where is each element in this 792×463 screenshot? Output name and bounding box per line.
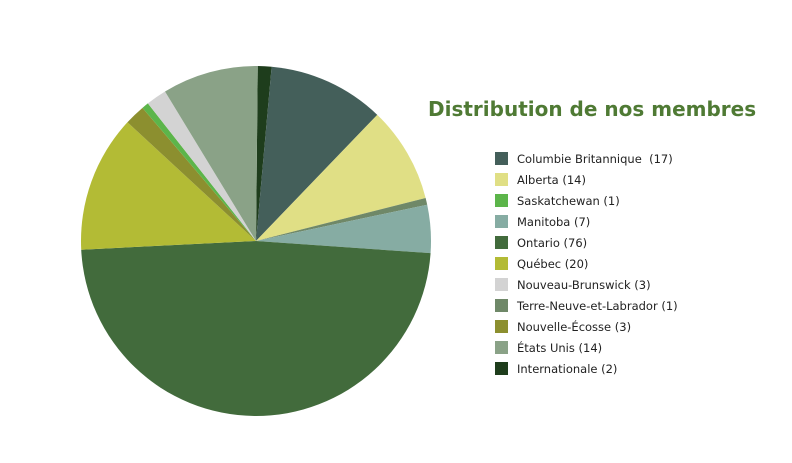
legend-item: Alberta (14) [495,169,678,190]
legend-swatch [495,194,508,207]
legend-item: Québec (20) [495,253,678,274]
pie-slice [142,103,256,241]
legend-label: États Unis (14) [517,340,603,355]
legend-item: Saskatchewan (1) [495,190,678,211]
legend-item: Manitoba (7) [495,211,678,232]
legend-item: Internationale (2) [495,358,678,379]
pie-slice [256,114,426,241]
legend-label: Terre-Neuve-et-Labrador (1) [517,298,678,313]
pie-slice [256,197,428,241]
legend-swatch [495,299,508,312]
chart-title: Distribution de nos membres [428,97,757,121]
legend-swatch [495,320,508,333]
legend-swatch [495,362,508,375]
legend-swatch [495,215,508,228]
legend-label: Québec (20) [517,256,589,271]
pie-slice [147,91,256,242]
legend-swatch [495,152,508,165]
legend-label: Nouvelle-Écosse (3) [517,319,632,334]
legend-item: Nouvelle-Écosse (3) [495,316,678,337]
legend-item: Terre-Neuve-et-Labrador (1) [495,295,678,316]
pie-slice [127,107,256,241]
legend-label: Internationale (2) [517,361,618,376]
legend-label: Ontario (76) [517,235,588,250]
legend-swatch [495,341,508,354]
legend-swatch [495,278,508,291]
pie-slice [165,66,258,242]
legend-label: Saskatchewan (1) [517,193,620,208]
legend-swatch [495,173,508,186]
legend-item: Nouveau-Brunswick (3) [495,274,678,295]
pie-slice [256,204,432,254]
legend-item: Columbie Britannique (17) [495,148,678,169]
legend-label: Columbie Britannique (17) [517,151,673,166]
legend-item: États Unis (14) [495,337,678,358]
legend-label: Manitoba (7) [517,214,591,229]
legend-item: Ontario (76) [495,232,678,253]
pie-slice [81,241,431,416]
pie-slice [256,66,272,241]
legend-label: Nouveau-Brunswick (3) [517,277,651,292]
pie-slice [256,66,378,241]
chart-legend: Columbie Britannique (17) Alberta (14) Sas… [495,148,678,379]
legend-swatch [495,236,508,249]
pie-slice [81,122,256,250]
legend-label: Alberta (14) [517,172,586,187]
legend-swatch [495,257,508,270]
